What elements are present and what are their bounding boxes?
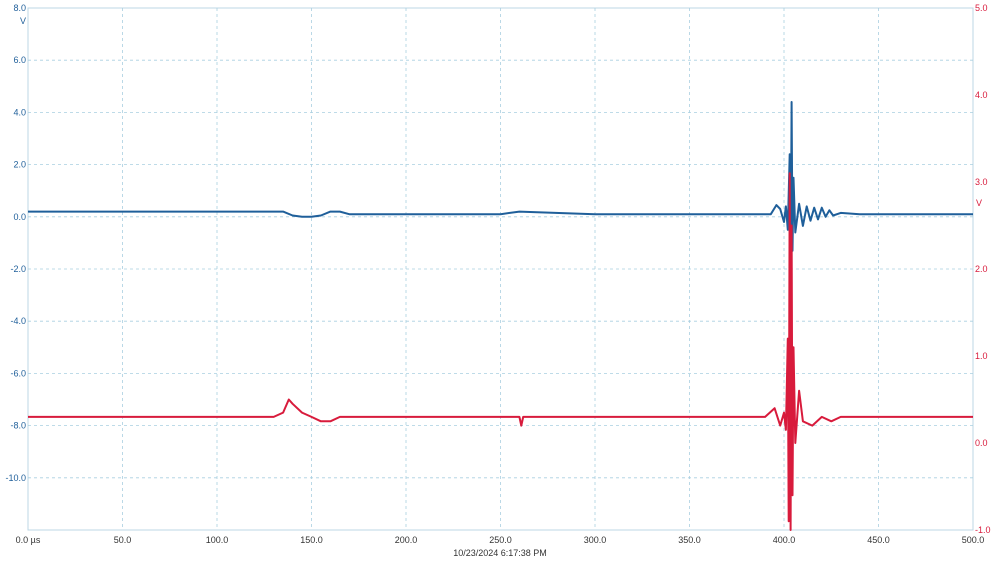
capture-timestamp: 10/23/2024 6:17:38 PM	[453, 548, 547, 558]
right-y-tick-label: 1.0	[975, 351, 988, 361]
left-y-tick-label: 4.0	[13, 107, 26, 117]
x-tick-label: 200.0	[395, 535, 418, 545]
x-tick-label: 100.0	[206, 535, 229, 545]
left-y-tick-label: -10.0	[5, 473, 26, 483]
left-y-tick-label: -6.0	[10, 368, 26, 378]
x-tick-label: 400.0	[773, 535, 796, 545]
x-tick-label: 450.0	[867, 535, 890, 545]
left-y-tick-label: 8.0	[13, 3, 26, 13]
left-y-tick-label: 0.0	[13, 212, 26, 222]
right-y-tick-label: 2.0	[975, 264, 988, 274]
left-y-tick-label: -4.0	[10, 316, 26, 326]
left-y-tick-label: 6.0	[13, 55, 26, 65]
right-y-tick-label: -1.0	[975, 525, 991, 535]
x-tick-label: 150.0	[300, 535, 323, 545]
axes: 0.0 µs 50.0 100.0 150.0 200.0 250.0 300.0 350.0…	[5, 3, 990, 545]
gridlines	[28, 8, 973, 530]
x-tick-label: 500.0	[962, 535, 985, 545]
x-tick-label: 50.0	[114, 535, 132, 545]
left-y-tick-label: -2.0	[10, 264, 26, 274]
left-axis-unit: V	[20, 16, 26, 26]
series-line-blue	[28, 101, 973, 291]
x-tick-label: 350.0	[678, 535, 701, 545]
right-y-tick-label: 0.0	[975, 438, 988, 448]
series-line-red	[28, 172, 973, 531]
x-tick-label: 250.0	[489, 535, 512, 545]
series-traces	[28, 101, 973, 531]
right-axis-unit: V	[976, 198, 982, 208]
right-y-tick-label: 3.0	[975, 177, 988, 187]
x-tick-label: 300.0	[584, 535, 607, 545]
right-y-tick-label: 4.0	[975, 90, 988, 100]
right-y-tick-label: 5.0	[975, 3, 988, 13]
left-y-tick-label: 2.0	[13, 160, 26, 170]
x-tick-label: 0.0 µs	[16, 535, 41, 545]
left-y-tick-label: -8.0	[10, 421, 26, 431]
